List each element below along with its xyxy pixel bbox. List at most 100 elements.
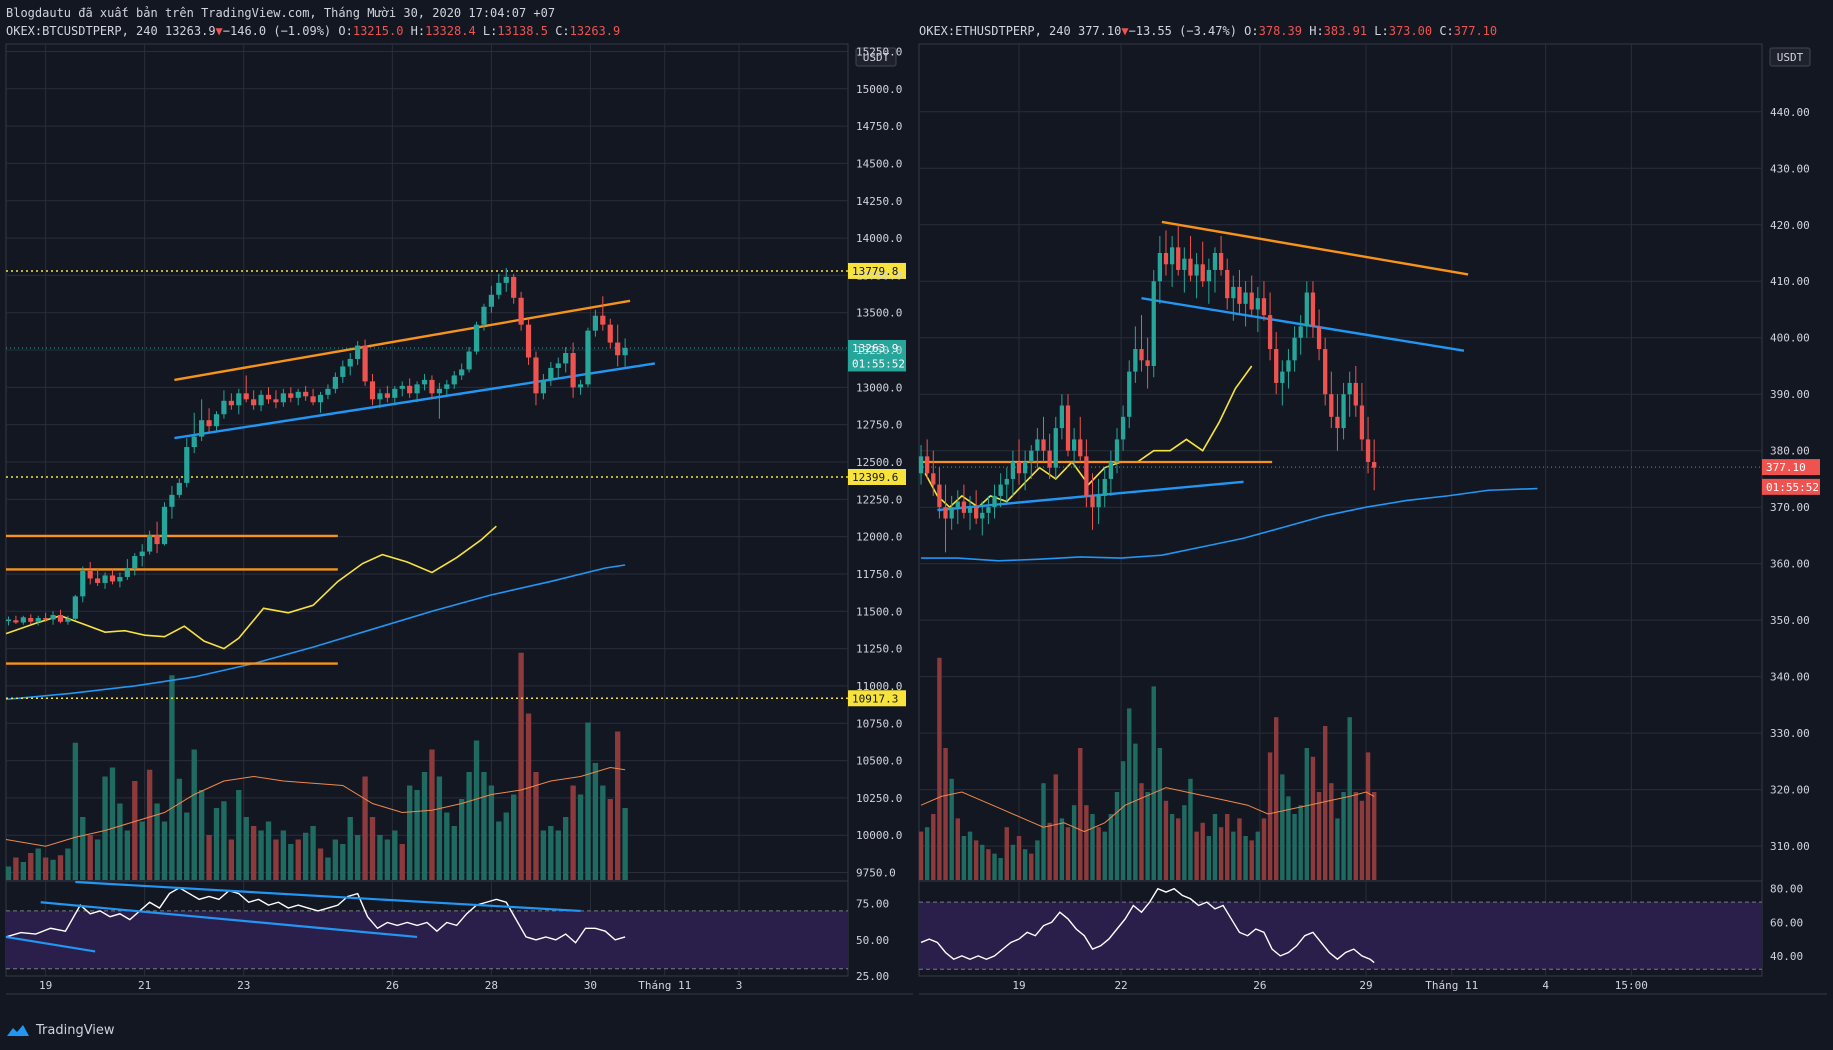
eth-change: −13.55 (−3.47%) (1128, 24, 1237, 38)
price-label: 13779.8 (852, 265, 898, 278)
candle-body (154, 535, 160, 545)
volume-bar (488, 785, 495, 880)
y-tick-label: 430.00 (1770, 162, 1810, 175)
candle-body (1347, 382, 1352, 395)
candle-body (407, 385, 413, 394)
volume-bar (600, 785, 606, 880)
rsi-band (919, 902, 1762, 970)
volume-bar (250, 826, 257, 880)
candle-body (992, 495, 997, 508)
volume-bar (50, 859, 56, 880)
candle-body (139, 551, 145, 557)
candle-body (444, 384, 450, 389)
candle-body (87, 570, 93, 579)
candle-body (998, 484, 1003, 496)
y-tick-label: 13750.0 (856, 269, 902, 282)
volume-bar (57, 855, 64, 880)
volume-bar (1047, 822, 1052, 880)
candle-body (931, 473, 936, 485)
price-label-box (848, 355, 906, 372)
candle-body (1157, 253, 1163, 282)
candle-body (943, 507, 948, 519)
candle-body (102, 575, 108, 583)
candle-body (1163, 253, 1169, 265)
candle-body (1102, 478, 1107, 496)
volume-bar (377, 835, 383, 880)
candle-body (206, 420, 212, 427)
y-tick-label: 10750.0 (856, 717, 902, 730)
y-tick-label: 10000.0 (856, 829, 902, 842)
price-label-box (848, 339, 906, 356)
candle-body (199, 420, 205, 437)
candle-body (1029, 450, 1034, 462)
x-tick-label: 15:00 (1615, 979, 1648, 992)
candle-body (57, 615, 64, 622)
candle-body (1145, 360, 1150, 366)
candle-body (1359, 405, 1365, 440)
volume-bar (1371, 792, 1377, 880)
eth-last: 377.10 (1077, 24, 1122, 38)
btc-l-label: L: (482, 24, 498, 38)
volume-bar (347, 817, 353, 880)
candle-body (414, 384, 420, 394)
volume-bar (340, 844, 346, 880)
candle-body (1151, 281, 1156, 366)
y-tick-label: 410.00 (1770, 275, 1810, 288)
y-tick-label: 12750.0 (856, 419, 902, 432)
volume-bar (973, 840, 979, 880)
x-tick-label: 21 (138, 979, 151, 992)
candle-body (20, 617, 26, 623)
candle-body (459, 369, 465, 376)
volume-bar (1053, 774, 1058, 880)
y-tick-label: 15000.0 (856, 83, 902, 96)
volume-bar (139, 821, 145, 880)
candle-body (1280, 371, 1285, 383)
candle-body (1176, 247, 1181, 270)
y-tick-label: 340.00 (1770, 671, 1810, 684)
tradingview-brand[interactable]: TradingView (6, 1022, 115, 1038)
btc-legend: OKEX:BTCUSDTPERP, 240 13263.9▼−146.0 (−1… (6, 24, 621, 38)
x-tick-label: 3 (736, 979, 743, 992)
candle-body (176, 482, 182, 495)
btc-c-label: C: (555, 24, 570, 38)
candle-body (43, 618, 49, 620)
candle-body (280, 393, 286, 403)
down-triangle-icon: ▼ (215, 24, 223, 38)
volume-bar (1286, 796, 1291, 880)
volume-bar (1353, 792, 1359, 880)
candle-body (1065, 405, 1071, 451)
volume-bar (585, 722, 591, 880)
candle-body (622, 347, 628, 356)
volume-bar (548, 826, 554, 880)
candle-body (937, 484, 942, 508)
y-tick-label: 13250.0 (856, 344, 902, 357)
candle-body (1243, 292, 1248, 304)
y-tick-label: 440.00 (1770, 106, 1810, 119)
candle-body (1212, 253, 1218, 270)
eth-c-label: C: (1439, 24, 1454, 38)
candle-body (95, 578, 101, 583)
volume-bar (1016, 836, 1022, 880)
candle-body (310, 396, 316, 403)
candle-body (1022, 462, 1028, 474)
candle-body (243, 393, 249, 400)
y-tick-label: 14750.0 (856, 120, 902, 133)
candle-body (384, 393, 390, 398)
volume-bar (1280, 774, 1285, 880)
y-tick-label: 310.00 (1770, 840, 1810, 853)
volume-bar (273, 839, 279, 880)
candle-body (362, 345, 368, 382)
candle-body (980, 512, 985, 519)
volume-bar (607, 799, 613, 880)
trendline (174, 299, 631, 382)
candle-body (1071, 439, 1077, 451)
volume-bar (5, 866, 12, 880)
volume-bar (392, 830, 398, 880)
volume-bar (117, 803, 123, 880)
volume-bar (1133, 743, 1138, 880)
volume-bar (1084, 805, 1089, 880)
candle-body (72, 596, 78, 619)
candle-body (1323, 349, 1328, 395)
volume-bar (325, 857, 331, 880)
